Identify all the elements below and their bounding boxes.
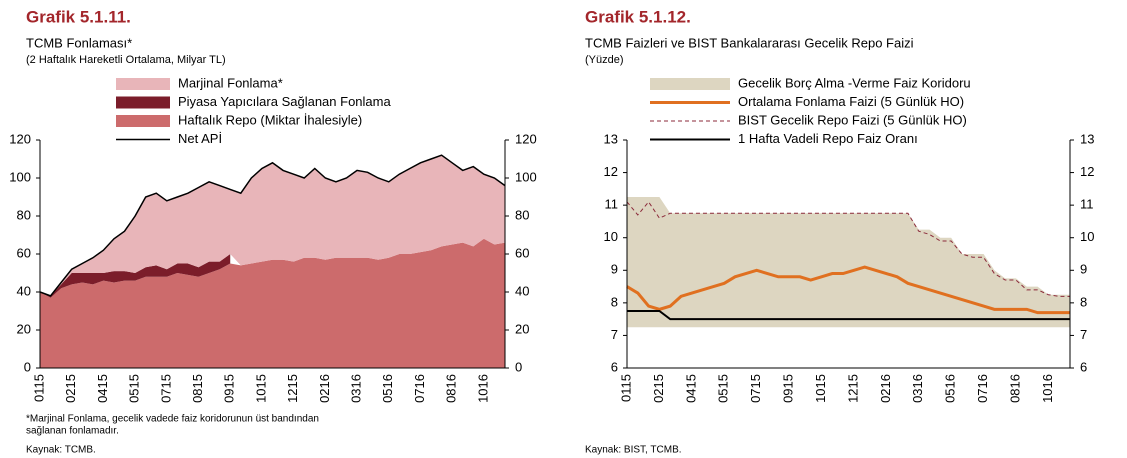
y-tick-label: 6 — [611, 359, 618, 374]
x-tick-label: 0715 — [748, 374, 763, 403]
line — [39, 154, 506, 297]
legend-swatch — [650, 78, 730, 90]
y-tick-label: 11 — [605, 197, 619, 212]
y-tick-label: 20 — [17, 321, 31, 336]
y-tick-label: 120 — [9, 131, 31, 146]
y2-tick-label: 10 — [1080, 229, 1094, 244]
x-tick-label: 0915 — [781, 374, 796, 403]
chart-title: Grafik 5.1.12. — [585, 7, 691, 26]
chart-subtitle: TCMB Fonlaması* — [26, 35, 132, 50]
y2-tick-label: 8 — [1080, 294, 1087, 309]
x-tick-label: 0715 — [158, 374, 173, 403]
y2-tick-label: 0 — [515, 359, 522, 374]
x-tick-label: 0915 — [222, 374, 237, 403]
legend-label: Gecelik Borç Alma -Verme Faiz Koridoru — [738, 75, 971, 90]
x-tick-label: 0216 — [878, 374, 893, 403]
x-tick-label: 0815 — [190, 374, 205, 403]
y2-tick-label: 80 — [515, 207, 529, 222]
y2-tick-label: 6 — [1080, 359, 1087, 374]
x-tick-label: 0216 — [317, 374, 332, 403]
y-tick-label: 40 — [17, 283, 31, 298]
y-tick-label: 0 — [24, 359, 31, 374]
x-tick-label: 0115 — [618, 374, 633, 402]
legend-swatch — [116, 96, 170, 109]
x-tick-label: 1016 — [1040, 374, 1055, 403]
x-tick-label: 0516 — [943, 374, 958, 403]
y-tick-label: 100 — [9, 169, 31, 184]
y2-tick-label: 13 — [1080, 131, 1094, 146]
y-tick-label: 12 — [604, 164, 618, 179]
legend-label: Marjinal Fonlama* — [178, 75, 283, 90]
area — [40, 254, 231, 298]
area — [40, 155, 505, 296]
x-tick-label: 1015 — [813, 374, 828, 403]
x-tick-label: 0516 — [380, 374, 395, 403]
footnote: *Marjinal Fonlama, gecelik vadede faiz k… — [26, 414, 319, 425]
x-tick-label: 0816 — [444, 374, 459, 403]
area — [40, 238, 505, 368]
chart-title: Grafik 5.1.11. — [26, 7, 131, 26]
legend-label: Net APİ — [178, 131, 222, 146]
x-tick-label: 0716 — [412, 374, 427, 403]
y-tick-label: 8 — [611, 294, 618, 309]
chart-subtitle: (Yüzde) — [585, 54, 624, 66]
y2-tick-label: 11 — [1080, 197, 1094, 212]
y-tick-label: 10 — [604, 229, 618, 244]
x-tick-label: 0415 — [95, 374, 110, 403]
legend-swatch — [116, 78, 170, 90]
y2-tick-label: 12 — [1080, 164, 1094, 179]
legend-label: Haftalık Repo (Miktar İhalesiyle) — [178, 112, 362, 127]
legend-label: Ortalama Fonlama Faizi (5 Günlük HO) — [738, 94, 964, 109]
y2-tick-label: 9 — [1080, 262, 1087, 277]
y2-tick-label: 20 — [515, 321, 529, 336]
legend-label: 1 Hafta Vadeli Repo Faiz Oranı — [738, 131, 918, 146]
line — [626, 265, 1070, 315]
legend-swatch — [116, 115, 170, 127]
y-tick-label: 80 — [17, 207, 31, 222]
chart-subtitle: TCMB Faizleri ve BIST Bankalararası Gece… — [585, 35, 914, 50]
y2-tick-label: 40 — [515, 283, 529, 298]
x-tick-label: 0816 — [1007, 374, 1022, 403]
band — [627, 197, 1070, 328]
y2-tick-label: 7 — [1080, 327, 1087, 342]
legend-label: Piyasa Yapıcılara Sağlanan Fonlama — [178, 94, 391, 109]
y2-tick-label: 60 — [515, 245, 529, 260]
footnote: Kaynak: TCMB. — [26, 445, 96, 456]
line — [627, 310, 1070, 321]
chart-subtitle: (2 Haftalık Hareketli Ortalama, Milyar T… — [26, 54, 226, 66]
footnote: sağlanan fonlamadır. — [26, 426, 119, 437]
y2-tick-label: 100 — [515, 169, 537, 184]
y-tick-label: 9 — [611, 262, 618, 277]
y2-tick-label: 120 — [515, 131, 537, 146]
x-tick-label: 1016 — [475, 374, 490, 403]
x-tick-label: 0316 — [348, 374, 363, 403]
footnote: Kaynak: BIST, TCMB. — [585, 445, 682, 456]
x-tick-label: 0316 — [910, 374, 925, 403]
x-tick-label: 1015 — [253, 374, 268, 403]
x-tick-label: 0515 — [127, 374, 142, 403]
x-tick-label: 0515 — [716, 374, 731, 403]
x-tick-label: 0215 — [651, 374, 666, 403]
y-tick-label: 7 — [611, 327, 618, 342]
x-tick-label: 1215 — [285, 374, 300, 403]
x-tick-label: 0215 — [63, 374, 78, 403]
x-tick-label: 0716 — [975, 374, 990, 403]
x-tick-label: 0115 — [31, 374, 46, 402]
y-tick-label: 60 — [17, 245, 31, 260]
x-tick-label: 1215 — [845, 374, 860, 403]
legend-label: BIST Gecelik Repo Faizi (5 Günlük HO) — [738, 112, 967, 127]
y-tick-label: 13 — [604, 131, 618, 146]
x-tick-label: 0415 — [683, 374, 698, 403]
